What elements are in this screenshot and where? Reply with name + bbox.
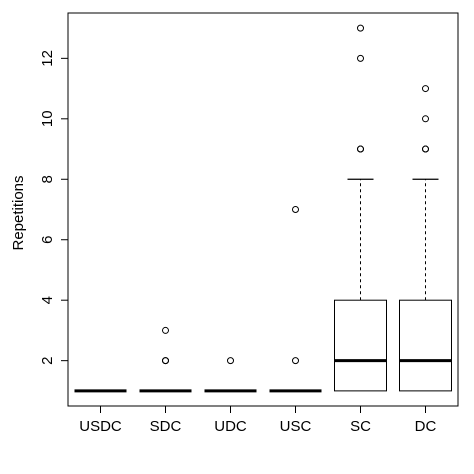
y-axis-label: Repetitions — [10, 175, 27, 250]
y-tick-label: 6 — [39, 236, 56, 244]
y-tick-label: 12 — [39, 50, 56, 67]
outlier-point — [357, 145, 364, 153]
x-tick-label: UDC — [214, 418, 247, 435]
plot-frame — [67, 12, 459, 407]
x-tick-label: SDC — [150, 418, 182, 435]
box — [399, 299, 452, 392]
y-tick-label: 4 — [39, 296, 56, 304]
outlier-point — [292, 357, 299, 365]
y-axis: 2 4 6 8 10 12 — [39, 50, 68, 365]
outlier-point — [292, 206, 299, 213]
outlier-point — [357, 24, 364, 32]
y-tick-label: 10 — [39, 110, 56, 127]
outlier-point — [162, 326, 169, 334]
x-axis: USDC SDC UDC USC SC DC — [79, 406, 436, 435]
outlier-point — [422, 115, 429, 123]
x-tick-label: USC — [280, 418, 312, 435]
outlier-point — [162, 357, 169, 365]
y-tick-label: 8 — [39, 175, 56, 183]
x-tick-label: DC — [415, 418, 437, 435]
x-tick-label: USDC — [79, 418, 122, 435]
outlier-point — [422, 145, 429, 153]
box — [334, 299, 387, 392]
boxes — [74, 24, 452, 393]
outlier-point — [227, 357, 234, 365]
x-tick-label: SC — [350, 418, 371, 435]
y-tick-label: 2 — [39, 356, 56, 364]
outlier-point — [357, 54, 364, 62]
outlier-point — [422, 85, 429, 93]
